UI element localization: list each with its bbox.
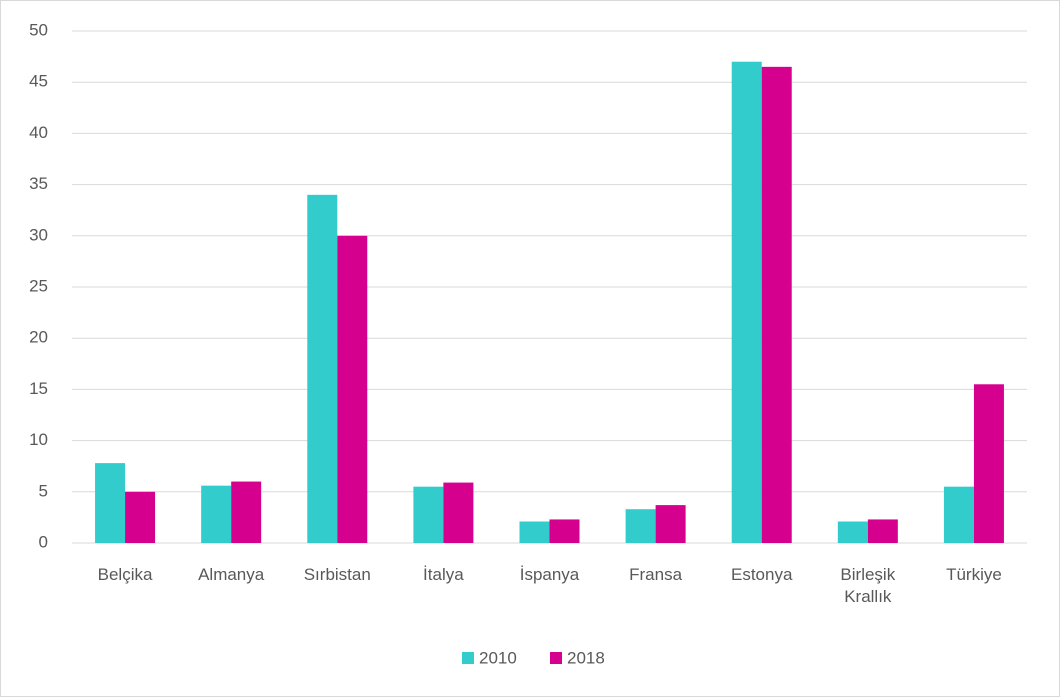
y-tick-label: 25 xyxy=(29,276,48,295)
legend-label: 2010 xyxy=(479,648,517,667)
y-tick-label: 10 xyxy=(29,430,48,449)
bar xyxy=(549,519,580,543)
x-tick-label: Estonya xyxy=(731,565,793,584)
y-tick-label: 30 xyxy=(29,225,48,244)
x-tick-label: Türkiye xyxy=(946,565,1002,584)
bar xyxy=(413,486,444,543)
y-tick-label: 35 xyxy=(29,174,48,193)
bar xyxy=(231,481,262,543)
bar xyxy=(943,486,974,543)
bar xyxy=(867,519,898,543)
legend-label: 2018 xyxy=(567,648,605,667)
y-tick-label: 50 xyxy=(29,20,48,39)
y-tick-label: 15 xyxy=(29,379,48,398)
x-tick-label: İtalya xyxy=(423,565,464,584)
legend-swatch xyxy=(550,652,562,664)
bar xyxy=(731,61,762,543)
y-tick-label: 0 xyxy=(39,532,48,551)
x-tick-label: İspanya xyxy=(519,565,580,584)
x-tick-label: Sırbistan xyxy=(303,565,371,584)
bar xyxy=(761,66,792,543)
bar xyxy=(201,485,232,543)
bar xyxy=(125,491,156,543)
y-tick-label: 20 xyxy=(29,328,48,347)
bar xyxy=(95,463,126,543)
x-tick-label: Almanya xyxy=(198,565,265,584)
bar xyxy=(519,521,550,543)
x-tick-label: Belçika xyxy=(97,565,153,584)
bar xyxy=(655,505,686,543)
legend-swatch xyxy=(462,652,474,664)
x-tick-label: Fransa xyxy=(629,565,683,584)
y-tick-label: 45 xyxy=(29,72,48,91)
bar xyxy=(973,384,1004,543)
y-tick-label: 5 xyxy=(39,481,48,500)
x-tick-label: Birleşik Krallık xyxy=(840,565,896,606)
bar xyxy=(307,194,338,543)
bar xyxy=(625,509,656,543)
y-tick-label: 40 xyxy=(29,123,48,142)
bar xyxy=(337,235,368,544)
bar xyxy=(837,521,868,543)
bar xyxy=(443,482,474,543)
